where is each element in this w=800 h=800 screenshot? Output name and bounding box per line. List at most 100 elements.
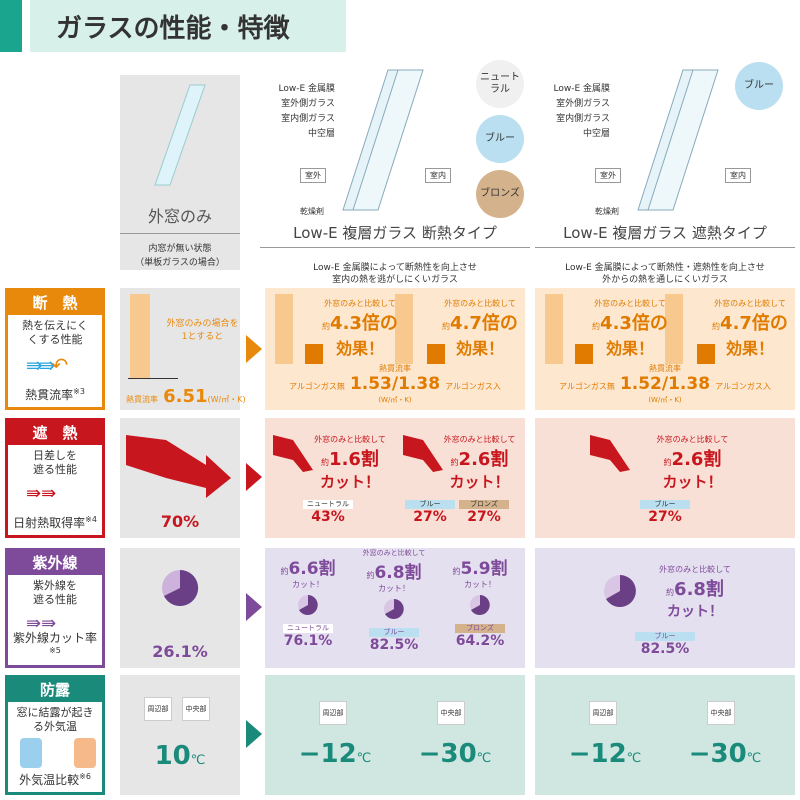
double-glass-icon [637, 69, 719, 211]
color-tag: ニュートラル [283, 624, 333, 633]
compare-text: 外窓のみと比較して [444, 299, 516, 308]
center-label: 中央部 [182, 697, 210, 721]
header-accent [0, 0, 22, 52]
cut-value: 6.8割 [374, 563, 422, 583]
sun-arrows-icon: ⇛⇛ [26, 483, 57, 504]
argon-label: アルゴンガス無 [289, 382, 345, 391]
uv-value: 82.5% [369, 637, 419, 653]
compare-text: 外窓のみと比較して [443, 435, 516, 444]
approx: 約 [280, 567, 289, 576]
sun-ray-arrow-icon [273, 435, 313, 472]
shield-type-condensation: 周辺部 中央部 −12℃ −30℃ [535, 675, 795, 795]
solar-value: 43% [311, 509, 345, 525]
compare-text: 外窓のみと比較して [659, 565, 731, 574]
u-value-block: 熱貫流率 アルゴンガス無 1.52/1.38 アルゴンガス入 (W/㎡・K) [535, 364, 795, 405]
approx: 約 [450, 458, 459, 467]
row-title: 断 熱 [8, 291, 102, 315]
approx: 約 [592, 322, 601, 331]
insulation-glass-header: Low-E 金属膜 室外側ガラス 室内側ガラス 中空層 室外 室内 乾燥剤 ニュ… [260, 60, 530, 285]
desiccant-label: 乾燥剤 [300, 207, 324, 216]
color-tag: ブルー [369, 628, 419, 637]
unit: ℃ [356, 751, 372, 766]
compare-text: 外窓のみと比較して [714, 299, 786, 308]
layer-label: 室外側ガラス [556, 99, 610, 109]
compare-text: 外窓のみと比較して [362, 549, 426, 557]
compare-text: 外窓のみと比較して [314, 435, 386, 444]
footnote: ※5 [49, 646, 61, 655]
effect-text: 効果！ [605, 339, 654, 358]
label-uv: 紫外線 紫外線を遮る性能 ⇛⇛ 紫外線カット率※5 [5, 548, 105, 668]
approx: 約 [366, 571, 375, 580]
thermometer-warm-icon [74, 738, 96, 768]
arrow-right-icon [246, 720, 262, 748]
sun-ray-arrow-icon [590, 435, 630, 472]
row-title: 紫外線 [8, 551, 102, 575]
cut-value: 5.9割 [460, 559, 508, 579]
unit: ℃ [626, 751, 642, 766]
argon-label: アルゴンガス入 [445, 382, 501, 391]
insulation-type-insulation: 外窓のみと比較して 約4.3倍の 効果！ 外窓のみと比較して 約4.7倍の 効果！ 熱貫… [265, 288, 525, 410]
single-title: 外窓のみ [147, 207, 212, 226]
layer-label: 室内側ガラス [281, 114, 335, 124]
approx: 約 [452, 567, 461, 576]
color-tag: ブロンズ [455, 624, 505, 633]
u-value: 1.53/1.38 [349, 374, 441, 394]
center-label: 中央部 [707, 701, 735, 725]
sun-ray-arrow-icon [126, 435, 231, 498]
row-footer: 日射熱取得率 [13, 516, 86, 530]
layer-label: Low-E 金属膜 [278, 84, 335, 94]
approx: 約 [663, 458, 672, 467]
arrow-right-icon [246, 593, 262, 621]
cut-text: カット！ [449, 473, 510, 491]
compare-text: 外窓のみと比較して [656, 435, 729, 444]
inside-label: 室内 [725, 168, 751, 183]
uv-value: 76.1% [283, 633, 333, 649]
effect-value: 4.3倍の [600, 313, 668, 334]
unit: ℃ [190, 753, 206, 768]
arrow-right-icon [246, 335, 262, 363]
dew-temp: −30 [688, 739, 747, 769]
cut-text: カット！ [662, 473, 723, 491]
single-value: 6.51 [163, 386, 208, 407]
row-desc: 窓に結露が起きる外気温 [16, 706, 94, 733]
effect-text: 効果！ [455, 339, 504, 358]
color-neutral: ニュートラル [476, 60, 524, 108]
insulation-desc: 室内の熱を逃がしにくいガラス [332, 275, 458, 285]
single-uv: 26.1% [120, 548, 240, 668]
footnote: ※6 [79, 772, 91, 781]
effect-value: 4.3倍の [330, 313, 398, 334]
footnote: ※4 [85, 515, 97, 524]
color-tag: ブルー [635, 632, 695, 641]
single-glass-panel: 外窓のみ 内窓が無い状態 （単板ガラスの場合） [120, 75, 240, 270]
row-title: 遮 熱 [8, 421, 102, 445]
value-label: 熱貫流率 [649, 364, 681, 373]
color-tag: ニュートラル [303, 500, 353, 509]
outside-label: 室外 [595, 168, 621, 183]
cut-text: カット！ [292, 580, 324, 589]
bar-baseline [130, 294, 150, 378]
single-glass-icon [154, 84, 206, 186]
sun-ray-arrow-icon [403, 435, 443, 472]
shield-desc: 外からの熱を通しにくいガラス [602, 275, 728, 285]
cut-value: 1.6割 [329, 449, 379, 470]
approx: 約 [712, 322, 721, 331]
unit: ℃ [476, 751, 492, 766]
cut-text: カット！ [319, 473, 380, 491]
u-value-block: 熱貫流率 アルゴンガス無 1.53/1.38 アルゴンガス入 (W/㎡・K) [265, 364, 525, 405]
u-value: 1.52/1.38 [619, 374, 711, 394]
effect-text: 効果！ [725, 339, 774, 358]
label-insulation: 断 熱 熱を伝えにくくする性能 ⇛⇛↶ 熱貫流率※3 [5, 288, 105, 410]
arrow-right-icon [246, 463, 262, 491]
dew-temp: 10 [154, 741, 191, 771]
footnote: ※3 [73, 387, 85, 396]
uv-sun-icon [604, 575, 636, 607]
approx: 約 [666, 588, 675, 597]
single-insulation: 外窓のみの場合を1とすると 熱貫流率 6.51(W/㎡・K) [120, 288, 246, 410]
single-note-1: 内窓が無い状態 [148, 244, 212, 254]
insulation-title: Low-E 複層ガラス 断熱タイプ [260, 222, 530, 248]
layer-label: 中空層 [307, 129, 335, 139]
unit: (W/㎡・K) [207, 395, 246, 404]
solar-value: 27% [648, 509, 682, 525]
single-condensation: 周辺部 中央部 10℃ [120, 675, 240, 795]
cut-value: 2.6割 [671, 449, 722, 470]
